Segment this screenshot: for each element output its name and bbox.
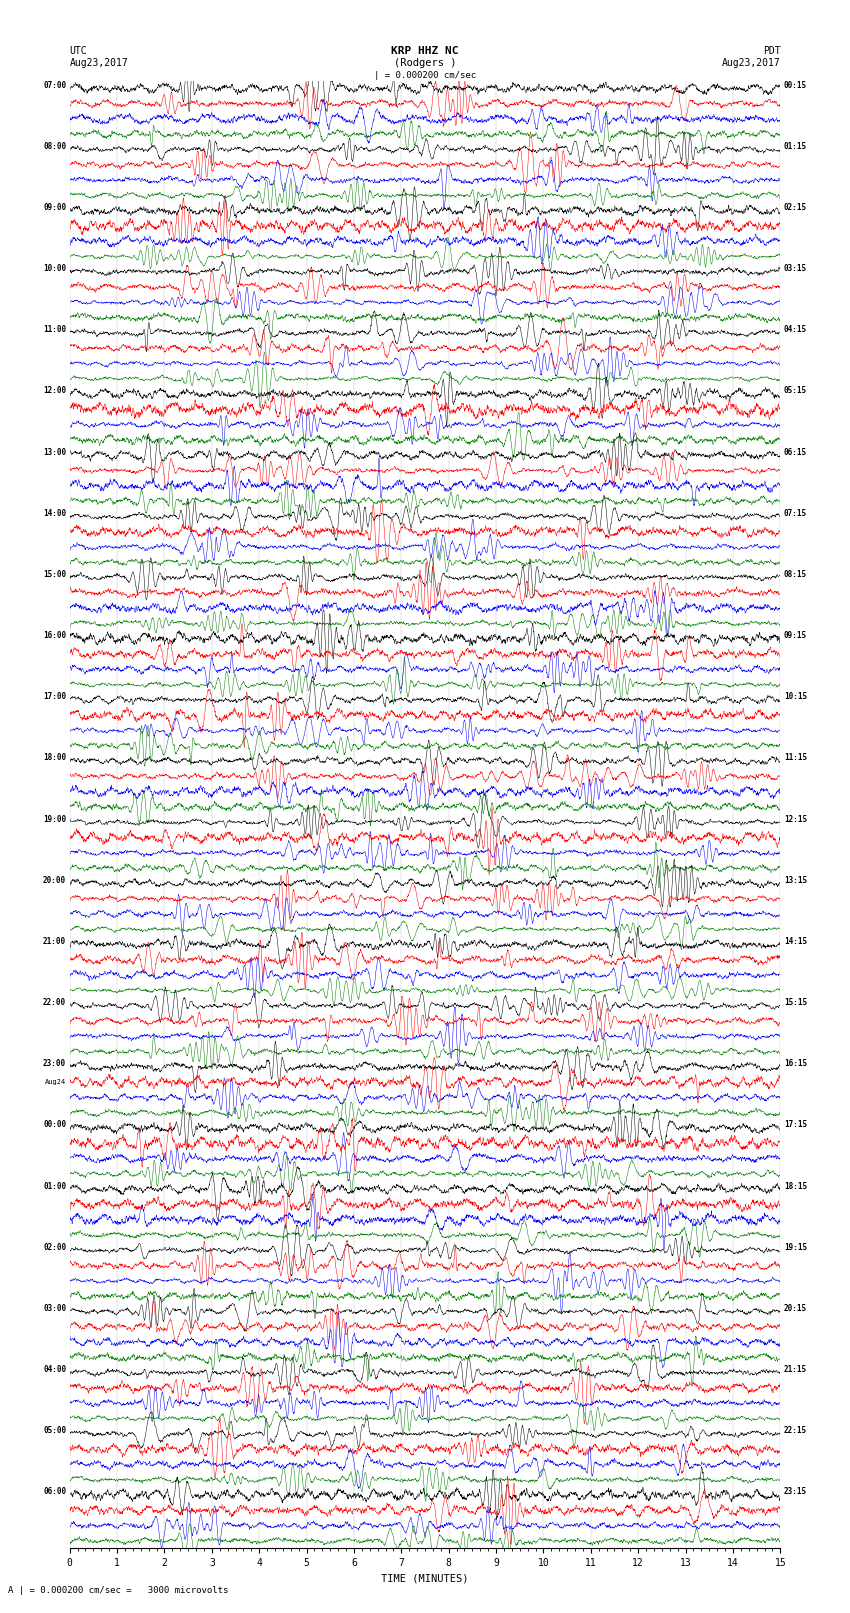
Text: 23:15: 23:15 xyxy=(784,1487,807,1497)
Text: A | = 0.000200 cm/sec =   3000 microvolts: A | = 0.000200 cm/sec = 3000 microvolts xyxy=(8,1586,229,1595)
Text: 13:00: 13:00 xyxy=(43,448,66,456)
Text: 17:00: 17:00 xyxy=(43,692,66,702)
Text: 09:00: 09:00 xyxy=(43,203,66,211)
Text: 16:15: 16:15 xyxy=(784,1060,807,1068)
Text: 04:00: 04:00 xyxy=(43,1365,66,1374)
Text: 02:15: 02:15 xyxy=(784,203,807,211)
Text: 12:15: 12:15 xyxy=(784,815,807,824)
Text: 23:00: 23:00 xyxy=(43,1060,66,1068)
Text: 00:15: 00:15 xyxy=(784,81,807,90)
Text: 18:15: 18:15 xyxy=(784,1181,807,1190)
X-axis label: TIME (MINUTES): TIME (MINUTES) xyxy=(382,1574,468,1584)
Text: 22:00: 22:00 xyxy=(43,998,66,1007)
Text: Aug23,2017: Aug23,2017 xyxy=(722,58,780,68)
Text: 22:15: 22:15 xyxy=(784,1426,807,1436)
Text: 08:15: 08:15 xyxy=(784,569,807,579)
Text: 10:00: 10:00 xyxy=(43,265,66,273)
Text: UTC: UTC xyxy=(70,45,88,56)
Text: 21:15: 21:15 xyxy=(784,1365,807,1374)
Text: 02:00: 02:00 xyxy=(43,1242,66,1252)
Text: 11:15: 11:15 xyxy=(784,753,807,763)
Text: 11:00: 11:00 xyxy=(43,326,66,334)
Text: Aug23,2017: Aug23,2017 xyxy=(70,58,128,68)
Text: 19:15: 19:15 xyxy=(784,1242,807,1252)
Text: PDT: PDT xyxy=(762,45,780,56)
Text: 07:15: 07:15 xyxy=(784,508,807,518)
Text: 03:15: 03:15 xyxy=(784,265,807,273)
Text: 20:00: 20:00 xyxy=(43,876,66,884)
Text: 18:00: 18:00 xyxy=(43,753,66,763)
Text: 01:15: 01:15 xyxy=(784,142,807,150)
Text: 06:15: 06:15 xyxy=(784,448,807,456)
Text: 00:00: 00:00 xyxy=(43,1121,66,1129)
Text: 19:00: 19:00 xyxy=(43,815,66,824)
Text: 10:15: 10:15 xyxy=(784,692,807,702)
Text: 05:15: 05:15 xyxy=(784,387,807,395)
Text: | = 0.000200 cm/sec: | = 0.000200 cm/sec xyxy=(374,71,476,81)
Text: 03:00: 03:00 xyxy=(43,1303,66,1313)
Text: 16:00: 16:00 xyxy=(43,631,66,640)
Text: 04:15: 04:15 xyxy=(784,326,807,334)
Text: 15:15: 15:15 xyxy=(784,998,807,1007)
Text: 08:00: 08:00 xyxy=(43,142,66,150)
Text: 17:15: 17:15 xyxy=(784,1121,807,1129)
Text: 14:00: 14:00 xyxy=(43,508,66,518)
Text: 06:00: 06:00 xyxy=(43,1487,66,1497)
Text: 20:15: 20:15 xyxy=(784,1303,807,1313)
Text: 07:00: 07:00 xyxy=(43,81,66,90)
Text: 14:15: 14:15 xyxy=(784,937,807,945)
Text: KRP HHZ NC: KRP HHZ NC xyxy=(391,45,459,56)
Text: (Rodgers ): (Rodgers ) xyxy=(394,58,456,68)
Text: 15:00: 15:00 xyxy=(43,569,66,579)
Text: 09:15: 09:15 xyxy=(784,631,807,640)
Text: 01:00: 01:00 xyxy=(43,1181,66,1190)
Text: 21:00: 21:00 xyxy=(43,937,66,945)
Text: 13:15: 13:15 xyxy=(784,876,807,884)
Text: 05:00: 05:00 xyxy=(43,1426,66,1436)
Text: Aug24: Aug24 xyxy=(45,1079,66,1086)
Text: 12:00: 12:00 xyxy=(43,387,66,395)
